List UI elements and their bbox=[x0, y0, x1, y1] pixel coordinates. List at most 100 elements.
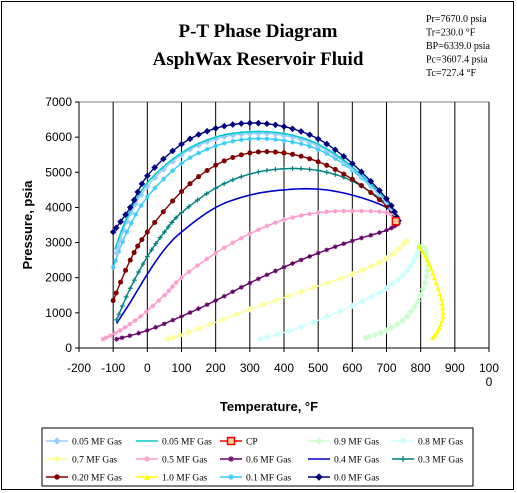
data-point bbox=[247, 171, 253, 177]
x-tick-label: 800 bbox=[411, 361, 431, 375]
data-point bbox=[255, 149, 261, 155]
x-tick-label: 900 bbox=[445, 361, 465, 375]
data-point bbox=[368, 293, 375, 301]
data-point bbox=[340, 153, 348, 160]
x-tick-label: 100 bbox=[479, 361, 499, 375]
y-tick-label: 5000 bbox=[45, 165, 72, 179]
data-point bbox=[332, 208, 338, 214]
data-point bbox=[162, 229, 167, 235]
data-point bbox=[230, 177, 236, 183]
series-0-8-mf-gas bbox=[256, 242, 423, 343]
data-point bbox=[127, 285, 133, 291]
series-1-0-mf-gas bbox=[416, 243, 446, 340]
data-point bbox=[264, 272, 270, 278]
data-point bbox=[264, 136, 270, 142]
chart-subtitle: AsphWax Reservoir Fluid bbox=[153, 49, 364, 70]
legend-entry: CP bbox=[220, 436, 258, 448]
data-point bbox=[376, 187, 383, 194]
data-point bbox=[237, 120, 245, 127]
data-point bbox=[349, 238, 355, 244]
data-point bbox=[367, 177, 375, 185]
data-point bbox=[196, 174, 202, 180]
data-point bbox=[331, 146, 339, 154]
data-point bbox=[368, 262, 375, 270]
data-point bbox=[151, 164, 158, 171]
data-point bbox=[166, 288, 172, 294]
data-point bbox=[213, 250, 219, 256]
data-point bbox=[256, 335, 264, 343]
data-point bbox=[315, 159, 321, 165]
data-point bbox=[392, 223, 398, 229]
data-point bbox=[110, 264, 116, 270]
data-point bbox=[388, 225, 394, 231]
data-point bbox=[109, 228, 117, 236]
data-point bbox=[169, 334, 177, 341]
data-point bbox=[255, 169, 261, 175]
info-line: BP=6339.0 psia bbox=[426, 41, 491, 52]
data-point bbox=[156, 298, 162, 303]
data-point bbox=[213, 143, 219, 149]
data-point bbox=[53, 437, 61, 445]
data-point bbox=[238, 235, 244, 241]
data-point bbox=[431, 275, 437, 281]
data-point bbox=[341, 208, 347, 214]
data-point bbox=[298, 141, 304, 147]
data-point bbox=[130, 196, 138, 204]
data-point bbox=[195, 325, 202, 332]
data-point bbox=[138, 313, 143, 319]
data-point bbox=[195, 263, 200, 268]
data-point bbox=[273, 220, 278, 226]
data-point bbox=[221, 158, 227, 164]
data-point bbox=[230, 154, 236, 160]
data-point bbox=[407, 262, 414, 270]
x-tick-label: 0 bbox=[486, 375, 493, 389]
data-point bbox=[332, 166, 338, 172]
data-point bbox=[377, 209, 382, 215]
data-point bbox=[116, 311, 122, 317]
legend-entry: 0.1 MF Gas bbox=[220, 474, 291, 484]
series-layer bbox=[100, 119, 446, 343]
y-tick-label: 1000 bbox=[45, 306, 72, 320]
data-point bbox=[315, 147, 321, 152]
data-point bbox=[143, 309, 149, 314]
legend-label: 0.3 MF Gas bbox=[418, 456, 463, 466]
data-point bbox=[358, 235, 364, 241]
x-tick-label: 700 bbox=[376, 361, 396, 375]
series-cp bbox=[391, 216, 401, 226]
data-point bbox=[440, 313, 446, 319]
series-0-05-mf-gas bbox=[114, 130, 400, 250]
data-point bbox=[221, 293, 227, 299]
data-point bbox=[255, 119, 262, 127]
data-point bbox=[315, 168, 321, 173]
data-point bbox=[438, 321, 444, 327]
data-point bbox=[337, 275, 345, 282]
data-point bbox=[284, 292, 292, 300]
data-point bbox=[426, 261, 432, 267]
data-point bbox=[377, 329, 385, 337]
data-point bbox=[337, 307, 344, 315]
data-point bbox=[187, 310, 193, 315]
data-point bbox=[204, 256, 210, 262]
data-point bbox=[160, 209, 166, 215]
data-point bbox=[395, 245, 403, 252]
data-point bbox=[307, 211, 313, 217]
data-point bbox=[238, 284, 244, 290]
data-point bbox=[315, 250, 321, 256]
data-point bbox=[178, 189, 185, 195]
data-point bbox=[310, 318, 317, 326]
data-point bbox=[389, 280, 397, 288]
data-point bbox=[213, 298, 219, 303]
data-point bbox=[204, 146, 210, 152]
y-tick-label: 6000 bbox=[45, 130, 72, 144]
data-point bbox=[226, 436, 236, 446]
data-point bbox=[368, 190, 374, 196]
data-point bbox=[315, 210, 321, 216]
data-point bbox=[228, 456, 234, 462]
data-point bbox=[289, 125, 296, 133]
data-point bbox=[332, 244, 338, 250]
data-point bbox=[144, 194, 150, 200]
data-point bbox=[220, 122, 228, 130]
data-point bbox=[54, 474, 60, 480]
data-point bbox=[165, 224, 171, 230]
